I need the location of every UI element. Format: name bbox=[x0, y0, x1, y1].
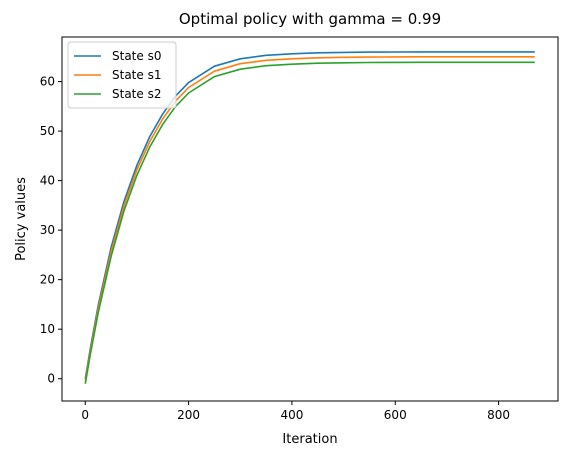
y-tick-label: 40 bbox=[40, 174, 55, 188]
series-line-state-s1 bbox=[84, 55, 535, 382]
y-tick-label: 0 bbox=[47, 372, 55, 386]
y-axis-label: Policy values bbox=[14, 177, 29, 261]
legend: State s0 State s1 State s2 bbox=[67, 41, 177, 109]
chart-title: Optimal policy with gamma = 0.99 bbox=[179, 10, 441, 28]
y-tick-label: 60 bbox=[40, 75, 55, 89]
series-line-state-s2 bbox=[84, 61, 535, 384]
x-tick-label: 200 bbox=[177, 408, 200, 422]
x-tick-label: 0 bbox=[81, 408, 89, 422]
x-axis-label: Iteration bbox=[282, 432, 337, 447]
x-tick-label: 800 bbox=[487, 408, 510, 422]
y-tick-label: 20 bbox=[40, 273, 55, 287]
legend-box bbox=[67, 41, 177, 109]
y-tick-label: 30 bbox=[40, 223, 55, 237]
ticks-layer: 0 200 400 600 800 0 10 20 30 40 50 60 bbox=[40, 75, 510, 422]
plot-area-frame bbox=[61, 36, 559, 402]
y-tick-label: 50 bbox=[40, 124, 55, 138]
legend-label-state-s0: State s0 bbox=[112, 49, 161, 63]
legend-label-state-s1: State s1 bbox=[112, 68, 161, 82]
series-layer bbox=[84, 51, 535, 384]
legend-label-state-s2: State s2 bbox=[112, 87, 161, 101]
y-tick-label: 10 bbox=[40, 322, 55, 336]
x-tick-label: 600 bbox=[384, 408, 407, 422]
x-tick-label: 400 bbox=[280, 408, 303, 422]
series-line-state-s0 bbox=[84, 51, 535, 379]
